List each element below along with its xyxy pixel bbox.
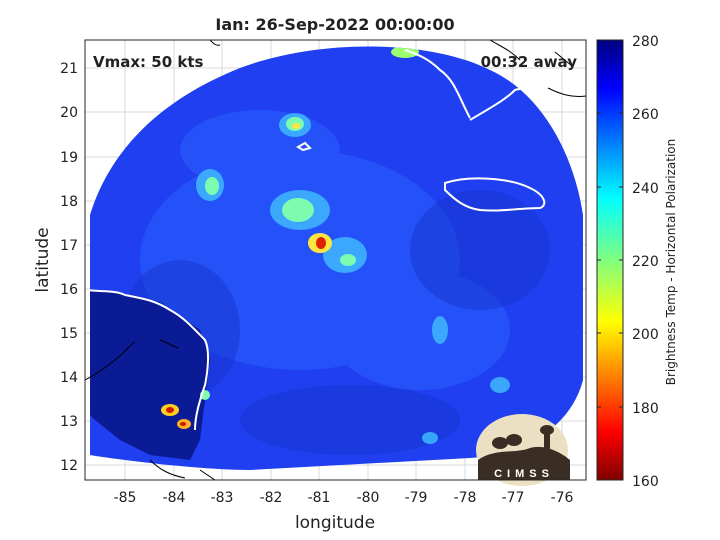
x-tick: -79 [405,490,428,506]
y-axis-label: latitude [33,227,53,292]
colorbar-tick: 160 [632,474,659,490]
x-tick-labels: -85 -84 -83 -82 -81 -80 -79 -78 -77 -76 [114,490,574,506]
colorbar-tick: 220 [632,254,659,270]
x-tick: -78 [454,490,477,506]
axes-frame [84,39,587,481]
x-tick: -81 [308,490,331,506]
y-tick: 14 [60,370,78,386]
colorbar-tick: 260 [632,107,659,123]
x-tick: -80 [357,490,380,506]
colorbar-tick: 180 [632,401,659,417]
colorbar-tick: 240 [632,181,659,197]
colorbar-tick: 200 [632,327,659,343]
x-tick: -82 [260,490,283,506]
colorbar-tick: 280 [632,34,659,50]
coastlines [87,49,586,431]
y-tick-labels: 21 20 19 18 17 16 15 14 13 12 [60,61,78,474]
chart-title: Ian: 26-Sep-2022 00:00:00 [215,15,454,34]
y-tick: 12 [60,458,78,474]
logo-text: CIMSS [494,468,554,480]
y-tick: 21 [60,61,78,77]
x-axis-label: longitude [295,513,375,533]
y-tick: 16 [60,282,78,298]
y-tick: 17 [60,238,78,254]
x-tick: -77 [502,490,525,506]
vmax-label: Vmax: 50 kts [93,53,203,71]
y-tick: 13 [60,414,78,430]
cimss-logo: CIMSS [476,414,570,486]
x-tick: -85 [114,490,137,506]
colorbar-tick-labels: 280 260 240 220 200 180 160 [632,34,659,490]
y-tick: 15 [60,326,78,342]
brightness-temp-swath [90,46,583,471]
time-away-label: 00:32 away [481,53,578,71]
x-tick: -84 [163,490,186,506]
land-borders [85,40,586,480]
x-tick: -83 [211,490,234,506]
x-tick: -76 [551,490,574,506]
y-tick: 19 [60,150,78,166]
y-tick: 18 [60,194,78,210]
colorbar-label: Brightness Temp - Horizontal Polarizatio… [664,139,678,386]
colorbar-ticks [597,112,623,408]
y-tick: 20 [60,105,78,121]
